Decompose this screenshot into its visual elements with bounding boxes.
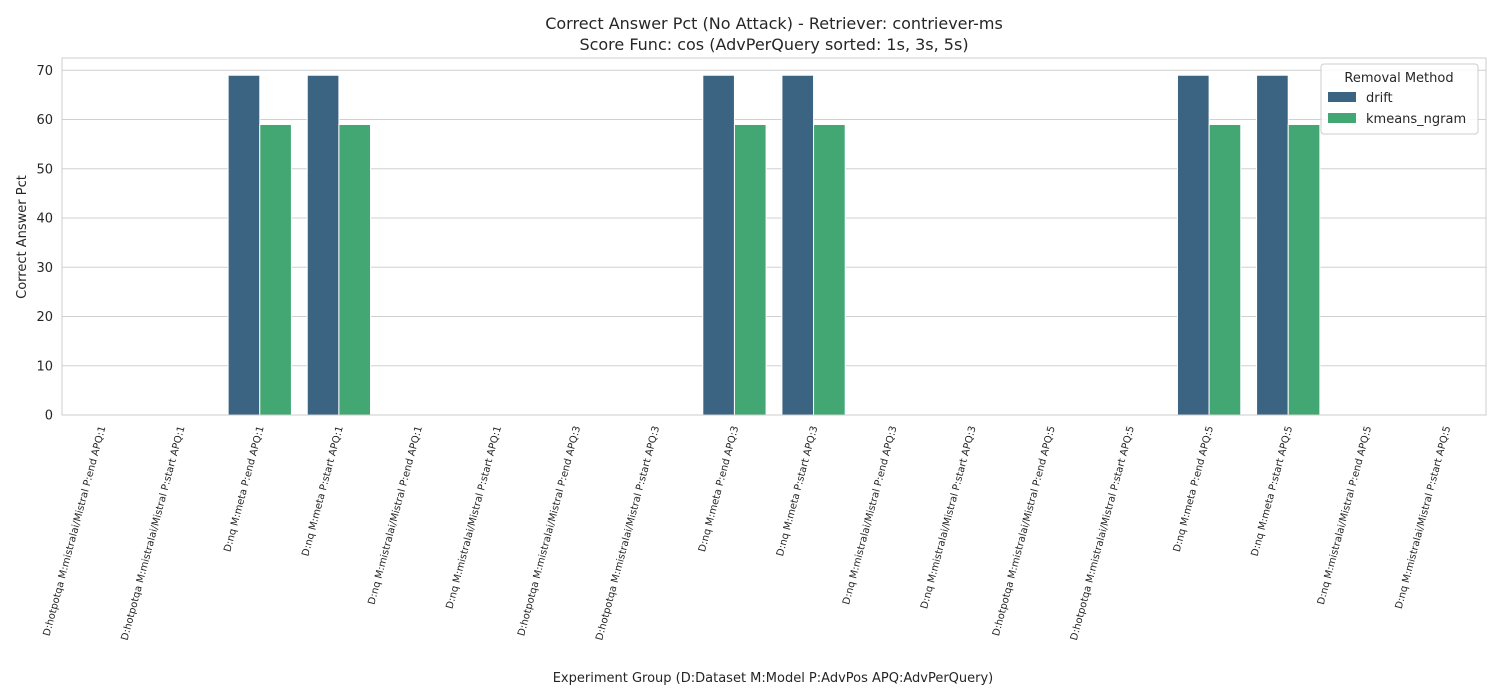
x-tick-label: D:hotpotqa M:mistralai/Mistral P:end APQ… [42,425,109,638]
x-tick-label: D:nq M:meta P:end APQ:3 [697,425,741,553]
y-axis-label: Correct Answer Pct [15,175,30,299]
legend-title: Removal Method [1344,71,1453,86]
y-tick-label: 60 [36,113,53,128]
x-tick-label: D:nq M:mistralai/Mistral P:start APQ:1 [444,425,504,610]
bar-drift-2 [227,74,261,416]
bar-kmeans_ngram-2 [259,123,292,416]
x-tick-label: D:nq M:mistralai/Mistral P:end APQ:5 [1316,425,1374,606]
legend-items: drift kmeans_ngram [1328,91,1466,127]
bar-kmeans_ngram-15 [1287,123,1321,416]
y-tick-labels: 0 10 20 30 40 50 60 70 [36,64,53,424]
legend-label-drift: drift [1366,91,1393,106]
y-tick-label: 50 [36,162,53,177]
x-tick-label: D:nq M:mistralai/Mistral P:start APQ:5 [1394,425,1454,610]
bar-kmeans_ngram-9 [813,123,846,416]
x-tick-label: D:hotpotqa M:mistralai/Mistral P:start A… [1069,425,1137,642]
bar-drift-15 [1256,74,1289,416]
bar-kmeans_ngram-3 [338,123,372,416]
y-tick-label: 10 [36,359,53,374]
gridlines [62,69,1486,416]
x-tick-label: D:nq M:meta P:end APQ:1 [222,425,266,553]
bar-drift-8 [702,74,735,416]
bar-drift-9 [781,74,815,416]
bar-drift-14 [1176,74,1210,416]
chart-title: Correct Answer Pct (No Attack) - Retriev… [545,14,1003,33]
x-tick-label: D:nq M:meta P:end APQ:5 [1172,425,1216,553]
y-tick-label: 40 [36,212,53,227]
bar-drift-3 [306,74,340,416]
legend: Removal Method drift kmeans_ngram [1320,63,1479,135]
x-tick-label: D:nq M:meta P:start APQ:1 [300,425,345,558]
y-tick-label: 30 [36,261,53,276]
y-tick-label: 0 [45,409,53,424]
x-tick-label: D:nq M:mistralai/Mistral P:end APQ:1 [367,425,425,606]
x-tick-label: D:hotpotqa M:mistralai/Mistral P:start A… [594,425,662,642]
legend-box [1320,63,1479,135]
bar-kmeans_ngram-14 [1208,123,1242,416]
x-axis-label: Experiment Group (D:Dataset M:Model P:Ad… [553,671,994,686]
x-tick-label: D:nq M:meta P:start APQ:3 [775,425,820,558]
bar-kmeans_ngram-8 [733,123,767,416]
bars [227,74,1321,416]
x-tick-label: D:hotpotqa M:mistralai/Mistral P:end APQ… [991,425,1058,638]
legend-swatch-kmeans_ngram [1328,113,1356,123]
legend-swatch-drift [1328,92,1356,102]
x-tick-label: D:hotpotqa M:mistralai/Mistral P:end APQ… [516,425,583,638]
y-tick-label: 20 [36,310,53,325]
x-tick-label: D:nq M:meta P:start APQ:5 [1250,425,1295,558]
x-tick-labels: D:hotpotqa M:mistralai/Mistral P:end APQ… [42,425,1454,642]
chart-subtitle: Score Func: cos (AdvPerQuery sorted: 1s,… [579,35,968,54]
x-tick-label: D:hotpotqa M:mistralai/Mistral P:start A… [120,425,188,642]
plot-area-frame [61,57,1487,416]
x-tick-label: D:nq M:mistralai/Mistral P:end APQ:3 [841,425,899,606]
x-tick-label: D:nq M:mistralai/Mistral P:start APQ:3 [919,425,979,610]
y-tick-label: 70 [36,64,53,79]
legend-label-kmeans_ngram: kmeans_ngram [1366,112,1466,127]
